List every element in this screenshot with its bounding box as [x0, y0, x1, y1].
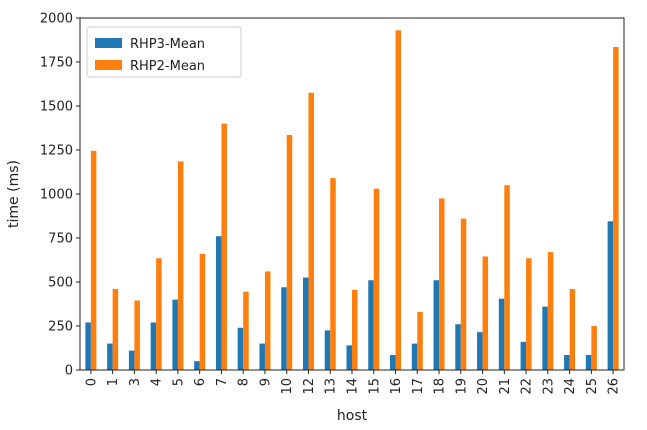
x-tick-label: 4: [150, 378, 165, 386]
bar-rhp3-mean-host-17: [411, 343, 418, 370]
bar-rhp2-mean-host-26: [613, 47, 619, 370]
bar-rhp2-mean-host-5: [177, 161, 184, 370]
bar-rhp2-mean-host-17: [417, 311, 423, 370]
x-tick-label: 21: [498, 378, 513, 395]
bar-rhp3-mean-host-5: [172, 299, 178, 370]
bar-rhp3-mean-host-14: [346, 345, 352, 370]
y-tick-label: 750: [48, 232, 73, 247]
bar-rhp3-mean-host-16: [390, 355, 396, 370]
y-axis: 0 250 500 750 1000 1250 1500 1750 2000: [40, 12, 80, 379]
y-tick-label: 1250: [40, 144, 73, 159]
y-tick-label: 2000: [40, 12, 73, 27]
x-tick-label: 23: [541, 378, 556, 395]
bar-rhp2-mean-host-3: [134, 300, 140, 370]
x-tick-label: 9: [258, 378, 273, 386]
x-tick-label: 14: [346, 378, 361, 395]
x-tick-label: 19: [454, 378, 469, 395]
bar-rhp2-mean-host-13: [330, 178, 336, 370]
bar-rhp3-mean-host-26: [607, 221, 614, 370]
bar-rhp2-mean-host-19: [460, 218, 467, 370]
bar-rhp3-mean-host-12: [302, 277, 309, 370]
bar-rhp3-mean-host-9: [259, 343, 265, 370]
bar-rhp2-mean-host-1: [112, 289, 119, 370]
bar-rhp3-mean-host-7: [215, 236, 222, 370]
x-tick-label: 3: [128, 378, 143, 386]
x-tick-label: 13: [324, 378, 339, 395]
y-tick-label: 1000: [40, 188, 73, 203]
x-tick-label: 12: [302, 378, 317, 395]
legend: RHP3-Mean RHP2-Mean: [86, 26, 242, 78]
x-tick-label: 22: [520, 378, 535, 395]
x-axis: 0 1 3 4 5 6 7 8 9 10 12 13 14 15 16 17 18 19 20 21 22 23 24 25 2…: [84, 370, 622, 395]
plot-area: [79, 17, 625, 371]
bar-rhp2-mean-host-7: [221, 123, 227, 370]
bar-rhp2-mean-host-15: [373, 188, 380, 370]
x-tick-label: 26: [607, 378, 622, 395]
bar-rhp3-mean-host-20: [477, 332, 483, 370]
x-tick-label: 5: [171, 378, 186, 386]
y-tick-label: 0: [65, 364, 73, 379]
bar-rhp3-mean-host-25: [585, 355, 592, 370]
x-tick-label: 8: [237, 378, 252, 386]
bar-rhp2-mean-host-9: [264, 271, 271, 370]
bar-rhp3-mean-host-3: [128, 350, 135, 370]
bar-rhp2-mean-host-4: [156, 258, 162, 370]
legend-box: [86, 26, 242, 78]
bar-rhp2-mean-host-23: [547, 252, 554, 370]
bar-rhp3-mean-host-1: [107, 343, 113, 370]
x-tick-label: 25: [585, 378, 600, 395]
x-tick-label: 7: [215, 378, 230, 386]
bar-rhp2-mean-host-24: [569, 289, 576, 370]
bar-rhp3-mean-host-23: [542, 306, 548, 370]
bar-rhp2-mean-host-10: [286, 135, 293, 370]
y-axis-label: time (ms): [6, 160, 22, 228]
bar-rhp3-mean-host-4: [150, 322, 157, 370]
bar-rhp2-mean-host-14: [352, 289, 358, 370]
bar-rhp2-mean-host-25: [591, 326, 597, 370]
bar-rhp3-mean-host-15: [368, 280, 374, 370]
legend-swatch-rhp2-mean: [95, 60, 122, 70]
legend-swatch-rhp3-mean: [95, 38, 122, 48]
x-tick-label: 20: [476, 378, 491, 395]
bar-rhp3-mean-host-10: [281, 287, 287, 370]
x-tick-label: 18: [433, 378, 448, 395]
bar-rhp3-mean-host-24: [564, 355, 570, 370]
x-tick-label: 1: [106, 378, 121, 386]
y-tick-label: 500: [48, 276, 73, 291]
x-axis-label: host: [337, 408, 368, 424]
x-tick-label: 16: [389, 378, 404, 395]
x-tick-label: 0: [84, 378, 99, 386]
bar-rhp2-mean-host-20: [482, 256, 489, 370]
x-tick-label: 17: [411, 378, 426, 395]
bar-rhp2-mean-host-16: [395, 30, 402, 370]
bar-rhp2-mean-host-8: [243, 291, 249, 370]
bar-rhp3-mean-host-6: [194, 361, 200, 370]
x-tick-label: 15: [367, 378, 382, 395]
x-tick-label: 6: [193, 378, 208, 386]
bar-rhp2-mean-host-6: [199, 253, 206, 370]
bar-rhp3-mean-host-8: [237, 327, 244, 370]
bar-rhp2-mean-host-21: [504, 185, 510, 370]
bar-rhp3-mean-host-22: [520, 341, 527, 370]
y-tick-label: 1750: [40, 56, 73, 71]
bar-rhp2-mean-host-12: [308, 92, 314, 371]
x-tick-label: 10: [280, 378, 295, 395]
bar-rhp2-mean-host-22: [526, 258, 532, 370]
bar-rhp3-mean-host-0: [85, 322, 91, 370]
legend-label-rhp2-mean: RHP2-Mean: [130, 59, 205, 74]
bar-rhp3-mean-host-21: [498, 298, 505, 370]
x-tick-label: 24: [563, 378, 578, 395]
bar-rhp2-mean-host-0: [90, 150, 97, 370]
legend-label-rhp3-mean: RHP3-Mean: [130, 37, 205, 52]
bar-rhp3-mean-host-13: [324, 330, 331, 370]
bar-rhp2-mean-host-18: [439, 198, 445, 370]
bar-rhp3-mean-host-18: [433, 280, 440, 370]
y-tick-label: 250: [48, 320, 73, 335]
y-tick-label: 1500: [40, 100, 73, 115]
bar-rhp3-mean-host-19: [455, 324, 461, 370]
